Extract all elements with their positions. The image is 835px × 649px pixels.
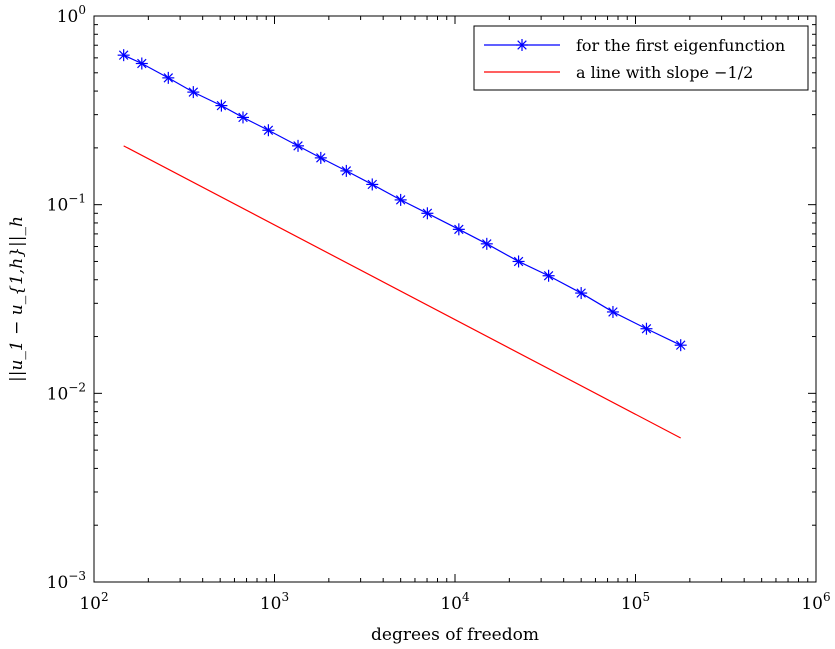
- y-tick-label: 10−3: [47, 569, 86, 593]
- legend-label: for the first eigenfunction: [576, 36, 785, 55]
- legend-box: [473, 25, 809, 91]
- series-line: [123, 145, 681, 439]
- data-point: [117, 49, 130, 62]
- data-point: [640, 322, 653, 335]
- data-point: [394, 193, 407, 206]
- data-point: [314, 151, 327, 164]
- data-point: [606, 305, 619, 318]
- data-point: [480, 237, 493, 250]
- x-tick-label: 104: [440, 590, 470, 614]
- data-point: [512, 255, 525, 268]
- y-tick-label: 10−1: [47, 192, 86, 216]
- x-tick-label: 105: [621, 590, 650, 614]
- y-tick-label: 100: [57, 3, 86, 27]
- plot-frame: [93, 15, 817, 583]
- data-point: [542, 269, 555, 282]
- data-point: [262, 124, 275, 137]
- legend-swatch-marker: [516, 39, 528, 51]
- axis-ticks: [93, 16, 816, 583]
- data-point: [366, 178, 379, 191]
- legend: for the first eigenfunction a line with …: [473, 25, 809, 91]
- data-point: [674, 339, 687, 352]
- data-point: [340, 164, 353, 177]
- data-point: [421, 207, 434, 220]
- data-point: [575, 287, 588, 300]
- data-point: [452, 223, 465, 236]
- x-tick-label: 102: [79, 590, 108, 614]
- data-point: [215, 99, 228, 112]
- y-tick-label: 10−2: [47, 380, 86, 404]
- data-point: [135, 57, 148, 70]
- data-point: [292, 139, 305, 152]
- legend-label: a line with slope −1/2: [576, 63, 753, 82]
- x-axis-label: degrees of freedom: [371, 625, 539, 645]
- y-axis-label: ||u_1 − u_{1,h}||_h: [7, 216, 27, 382]
- x-tick-label: 106: [801, 590, 830, 614]
- series-layer: [117, 49, 687, 439]
- legend-item: for the first eigenfunction: [484, 36, 785, 55]
- x-tick-label: 103: [260, 590, 289, 614]
- data-point: [187, 86, 200, 99]
- legend-item: a line with slope −1/2: [484, 63, 753, 82]
- tick-labels: 102 103 104 105 106 10−3 10−2 10−1 100: [47, 3, 831, 614]
- legend-marker: [516, 39, 528, 51]
- data-point: [162, 71, 175, 84]
- data-point: [236, 111, 249, 124]
